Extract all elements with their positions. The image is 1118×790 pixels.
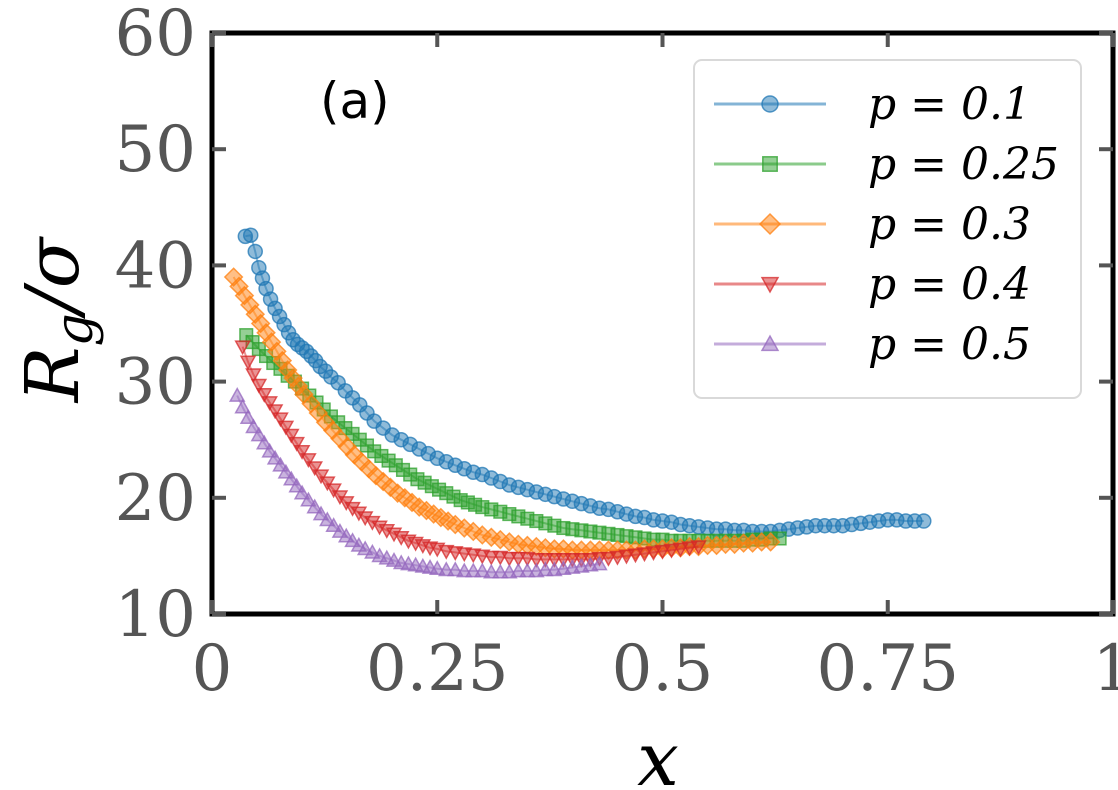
data-point <box>636 547 653 563</box>
data-point <box>591 555 608 571</box>
data-point <box>293 444 311 460</box>
x-tick-label: 1 <box>1093 632 1118 706</box>
data-point <box>306 498 323 514</box>
legend-item: p = 0.25 <box>714 139 1059 190</box>
y-tick-label: 20 <box>115 462 196 536</box>
series-p-0-5 <box>228 386 608 579</box>
data-point <box>239 409 257 424</box>
data-point <box>277 420 295 436</box>
legend-marker <box>761 95 779 113</box>
data-point <box>283 428 300 444</box>
x-axis-label: x <box>637 717 679 790</box>
legend-marker <box>758 212 782 236</box>
legend-marker <box>760 276 780 294</box>
legend-item: p = 0.4 <box>714 259 1031 310</box>
data-point <box>654 544 671 560</box>
tick-layer: 0 0.25 0.5 0.75 1 10 20 30 40 50 60 <box>115 0 1118 706</box>
data-point <box>760 532 781 552</box>
y-axis-label-sub: g <box>45 313 105 346</box>
legend-label: p = 0.3 <box>868 199 1031 250</box>
data-point <box>234 340 251 356</box>
data-point <box>228 386 246 402</box>
data-layer <box>223 227 932 579</box>
data-point <box>250 426 268 442</box>
y-axis-label-main: R <box>10 347 96 405</box>
x-tick-label: 0.5 <box>612 632 714 706</box>
data-point <box>261 396 278 412</box>
data-point <box>681 541 698 557</box>
data-point <box>609 550 626 566</box>
legend-marker <box>762 156 778 172</box>
x-tick-label: 0.25 <box>366 632 509 706</box>
legend-marker <box>760 334 780 352</box>
data-point <box>245 418 262 434</box>
data-point <box>428 560 446 576</box>
data-point <box>288 436 305 452</box>
data-point <box>255 434 273 450</box>
legend-label: p = 0.25 <box>868 139 1059 190</box>
data-point <box>672 542 689 558</box>
data-point <box>618 549 635 565</box>
legend-frame <box>693 59 1082 399</box>
y-axis-label-rest: /σ <box>10 235 96 319</box>
y-axis-label: Rg/σ <box>10 235 105 404</box>
legend: p = 0.1 p = 0.25 p = 0.3 p = 0.4 p = 0.5 <box>693 59 1082 399</box>
data-point <box>247 243 263 260</box>
data-point <box>474 562 491 578</box>
panel-label: (a) <box>320 72 390 130</box>
data-point <box>600 551 617 567</box>
legend-item: p = 0.5 <box>714 319 1031 370</box>
y-tick-label: 40 <box>115 229 196 303</box>
data-point <box>272 412 289 428</box>
data-point <box>255 388 273 403</box>
data-point <box>266 404 284 420</box>
data-point <box>250 378 268 394</box>
y-tick-label: 30 <box>115 346 196 420</box>
data-point <box>293 484 311 500</box>
data-point <box>300 491 317 507</box>
legend-item: p = 0.3 <box>714 199 1031 250</box>
data-point <box>446 561 464 577</box>
series-p-0-4 <box>234 340 707 568</box>
data-point <box>242 227 259 243</box>
data-point <box>234 398 251 414</box>
data-point <box>690 540 707 556</box>
legend-label: p = 0.4 <box>868 259 1031 310</box>
data-point <box>663 543 680 559</box>
y-tick-label: 50 <box>115 113 196 187</box>
data-point <box>306 461 323 477</box>
data-point <box>916 513 932 529</box>
data-point <box>300 453 317 468</box>
y-tick-label: 60 <box>115 0 196 71</box>
legend-label: p = 0.5 <box>868 319 1031 370</box>
x-tick-label: 0.75 <box>817 632 960 706</box>
legend-label: p = 0.1 <box>868 79 1031 130</box>
x-tick-label: 0 <box>192 632 233 706</box>
data-point <box>645 546 662 561</box>
data-point <box>239 355 257 371</box>
legend-item: p = 0.1 <box>714 79 1031 130</box>
data-point <box>627 548 644 564</box>
data-point <box>245 368 262 384</box>
y-tick-label: 10 <box>115 578 196 652</box>
